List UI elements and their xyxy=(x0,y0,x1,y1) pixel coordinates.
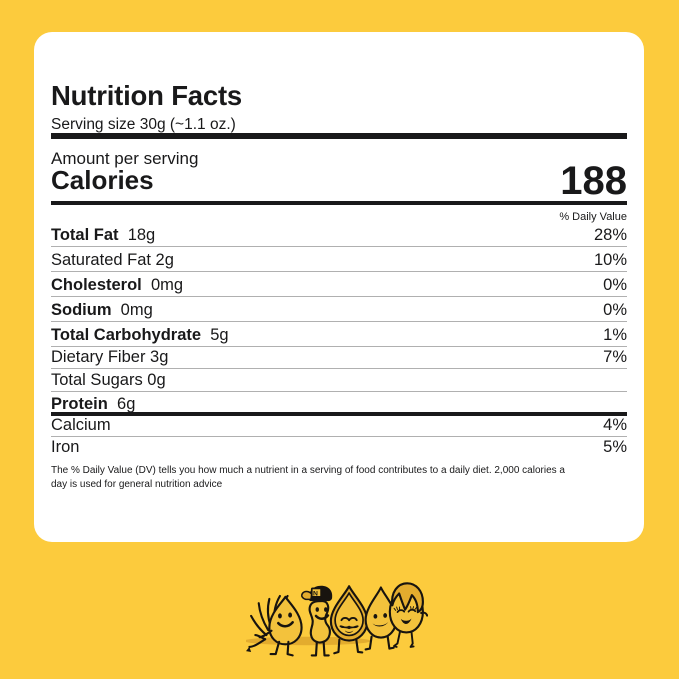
svg-text:N: N xyxy=(313,591,318,598)
